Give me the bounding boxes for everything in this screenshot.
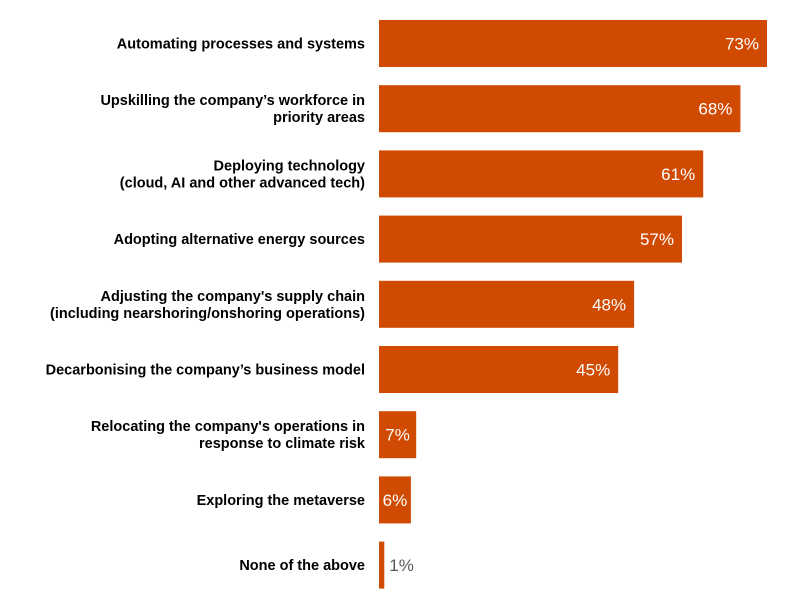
category-label: Relocating the company's operations in re…	[91, 419, 366, 452]
bar	[379, 346, 619, 393]
value-labels-group: 73% 68% 61% 57% 48% 45% 7% 6% 1%	[383, 35, 759, 576]
bar	[379, 20, 767, 67]
value-label: 6%	[383, 491, 408, 510]
bar	[379, 280, 635, 328]
value-label: 73%	[725, 35, 759, 54]
bar	[379, 476, 411, 524]
value-label: 1%	[389, 556, 414, 575]
bar	[379, 215, 682, 263]
bar	[379, 150, 704, 198]
category-label: Decarbonising the company’s business mod…	[46, 363, 365, 379]
category-label: Adjusting the company's supply chain (inc…	[50, 289, 365, 322]
bar	[379, 85, 741, 133]
bar	[379, 411, 417, 459]
category-label: Exploring the metaverse	[197, 493, 365, 509]
category-label: Deploying technology (cloud, AI and other…	[120, 158, 365, 191]
value-label: 68%	[698, 100, 732, 119]
category-label: Adopting alternative energy sources	[114, 232, 365, 248]
bar	[379, 541, 385, 589]
value-label: 7%	[385, 426, 410, 445]
value-label: 57%	[640, 230, 674, 249]
category-labels-group: Automating processes and systems Upskilli…	[46, 37, 366, 575]
category-label: None of the above	[239, 558, 365, 574]
category-label: Automating processes and systems	[117, 37, 365, 53]
value-label: 45%	[576, 361, 610, 380]
bars-group	[379, 20, 767, 589]
category-label: Upskilling the company’s workforce in pri…	[100, 93, 365, 126]
value-label: 61%	[661, 165, 695, 184]
value-label: 48%	[592, 295, 626, 314]
